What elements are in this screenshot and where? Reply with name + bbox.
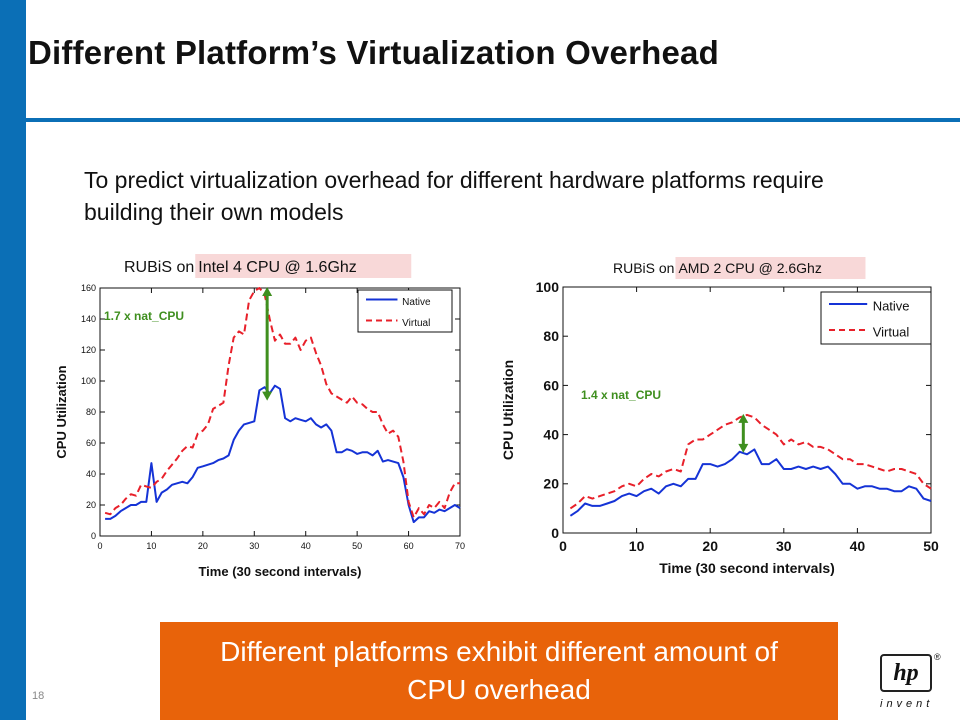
virtual-series-line xyxy=(569,413,932,510)
registered-mark: ® xyxy=(934,652,941,662)
y-tick-label: 120 xyxy=(81,345,96,355)
legend-box xyxy=(820,291,932,345)
overhead-arrow-head-down xyxy=(738,443,749,453)
native-series-line xyxy=(105,384,461,524)
hp-logo: hp ® invent xyxy=(874,650,958,718)
overhead-annotation: 1.4 x nat_CPU xyxy=(581,388,661,402)
y-tick-label: 0 xyxy=(551,525,559,541)
x-tick-label: 20 xyxy=(198,541,208,551)
x-tick-label: 50 xyxy=(923,538,939,554)
conclusion-text: Different platforms exhibit different am… xyxy=(220,636,778,705)
virtual-series-line xyxy=(104,287,460,519)
amd-cpu-chart: RUBiS on AMD 2 CPU @ 2.6Ghz 0 10 20 30 40 50 0 20… xyxy=(500,257,939,576)
left-accent-bar xyxy=(0,0,26,720)
chart-title-prefix: RUBiS on xyxy=(124,259,194,276)
slide-subtitle: To predict virtualization overhead for d… xyxy=(84,167,824,225)
y-tick-label: 80 xyxy=(86,407,96,417)
overhead-arrow-head-down xyxy=(262,391,273,401)
y-axis-label: CPU Utilization xyxy=(500,360,516,460)
native-series-line xyxy=(569,448,932,517)
chart-title-highlight: Intel 4 CPU @ 1.6Ghz xyxy=(198,259,357,276)
chart-title-highlight: AMD 2 CPU @ 2.6Ghz xyxy=(678,260,821,276)
x-tick-label: 40 xyxy=(301,541,311,551)
y-tick-label: 60 xyxy=(86,438,96,448)
y-tick-label: 100 xyxy=(536,279,560,295)
chart-title-prefix: RUBiS on xyxy=(613,260,674,276)
overhead-arrow-head-up xyxy=(262,287,273,296)
overhead-annotation: 1.7 x nat_CPU xyxy=(104,309,184,323)
legend-label-native: Native xyxy=(402,297,431,308)
x-tick-label: 0 xyxy=(97,541,102,551)
x-tick-label: 10 xyxy=(629,538,645,554)
hp-logo-mark: hp xyxy=(893,660,919,686)
x-tick-label: 30 xyxy=(249,541,259,551)
x-axis-label: Time (30 second intervals) xyxy=(659,560,835,576)
x-tick-label: 10 xyxy=(146,541,156,551)
title-highlight-box xyxy=(195,254,412,278)
x-tick-label: 40 xyxy=(850,538,866,554)
x-tick-label: 0 xyxy=(559,538,567,554)
x-tick-label: 30 xyxy=(776,538,792,554)
y-tick-label: 80 xyxy=(543,328,559,344)
x-tick-label: 20 xyxy=(702,538,718,554)
y-tick-label: 20 xyxy=(86,500,96,510)
y-tick-label: 100 xyxy=(81,376,96,386)
chart-title: RUBiS on Intel 4 CPU @ 1.6Ghz xyxy=(124,254,412,278)
x-tick-label: 60 xyxy=(404,541,414,551)
legend-label-virtual: Virtual xyxy=(402,318,430,329)
chart-title: RUBiS on AMD 2 CPU @ 2.6Ghz xyxy=(613,257,866,279)
hp-tagline: invent xyxy=(880,698,934,710)
title-underline-bar xyxy=(26,118,960,122)
slide-title: Different Platform’s Virtualization Over… xyxy=(28,34,719,71)
legend-label-virtual: Virtual xyxy=(873,324,910,339)
y-tick-label: 60 xyxy=(543,377,559,393)
slide-number: 18 xyxy=(32,690,45,702)
x-axis-label: Time (30 second intervals) xyxy=(198,564,361,579)
overhead-arrow-head-up xyxy=(738,413,749,423)
hp-logo-frame xyxy=(880,654,932,692)
x-tick-label: 50 xyxy=(352,541,362,551)
y-tick-label: 20 xyxy=(543,476,559,492)
y-tick-label: 160 xyxy=(81,283,96,293)
intel-cpu-chart: RUBiS on Intel 4 CPU @ 1.6Ghz 0 10 20 30 40 50 6… xyxy=(54,254,465,579)
legend-box xyxy=(357,289,453,333)
x-tick-label: 70 xyxy=(455,541,465,551)
legend-label-native: Native xyxy=(873,298,910,313)
conclusion-callout: Different platforms exhibit different am… xyxy=(160,622,838,720)
y-tick-label: 40 xyxy=(543,427,559,443)
y-tick-label: 140 xyxy=(81,314,96,324)
y-tick-label: 0 xyxy=(91,531,96,541)
y-axis-label: CPU Utilization xyxy=(54,365,69,458)
title-highlight-box xyxy=(675,257,866,279)
y-tick-label: 40 xyxy=(86,469,96,479)
